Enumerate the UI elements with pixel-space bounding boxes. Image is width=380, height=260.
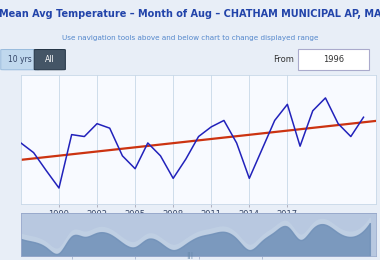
Bar [298, 49, 369, 69]
Text: |||: ||| [187, 252, 193, 259]
Text: From: From [274, 55, 294, 64]
FancyBboxPatch shape [34, 49, 65, 70]
Text: 1996: 1996 [323, 55, 344, 64]
Text: All: All [45, 55, 55, 64]
Text: Use navigation tools above and below chart to change displayed range: Use navigation tools above and below cha… [62, 35, 318, 41]
Text: Mean Avg Temperature – Month of Aug – CHATHAM MUNICIPAL AP, MA: Mean Avg Temperature – Month of Aug – CH… [0, 9, 380, 19]
FancyBboxPatch shape [1, 49, 40, 70]
Text: 10 yrs: 10 yrs [8, 55, 32, 64]
